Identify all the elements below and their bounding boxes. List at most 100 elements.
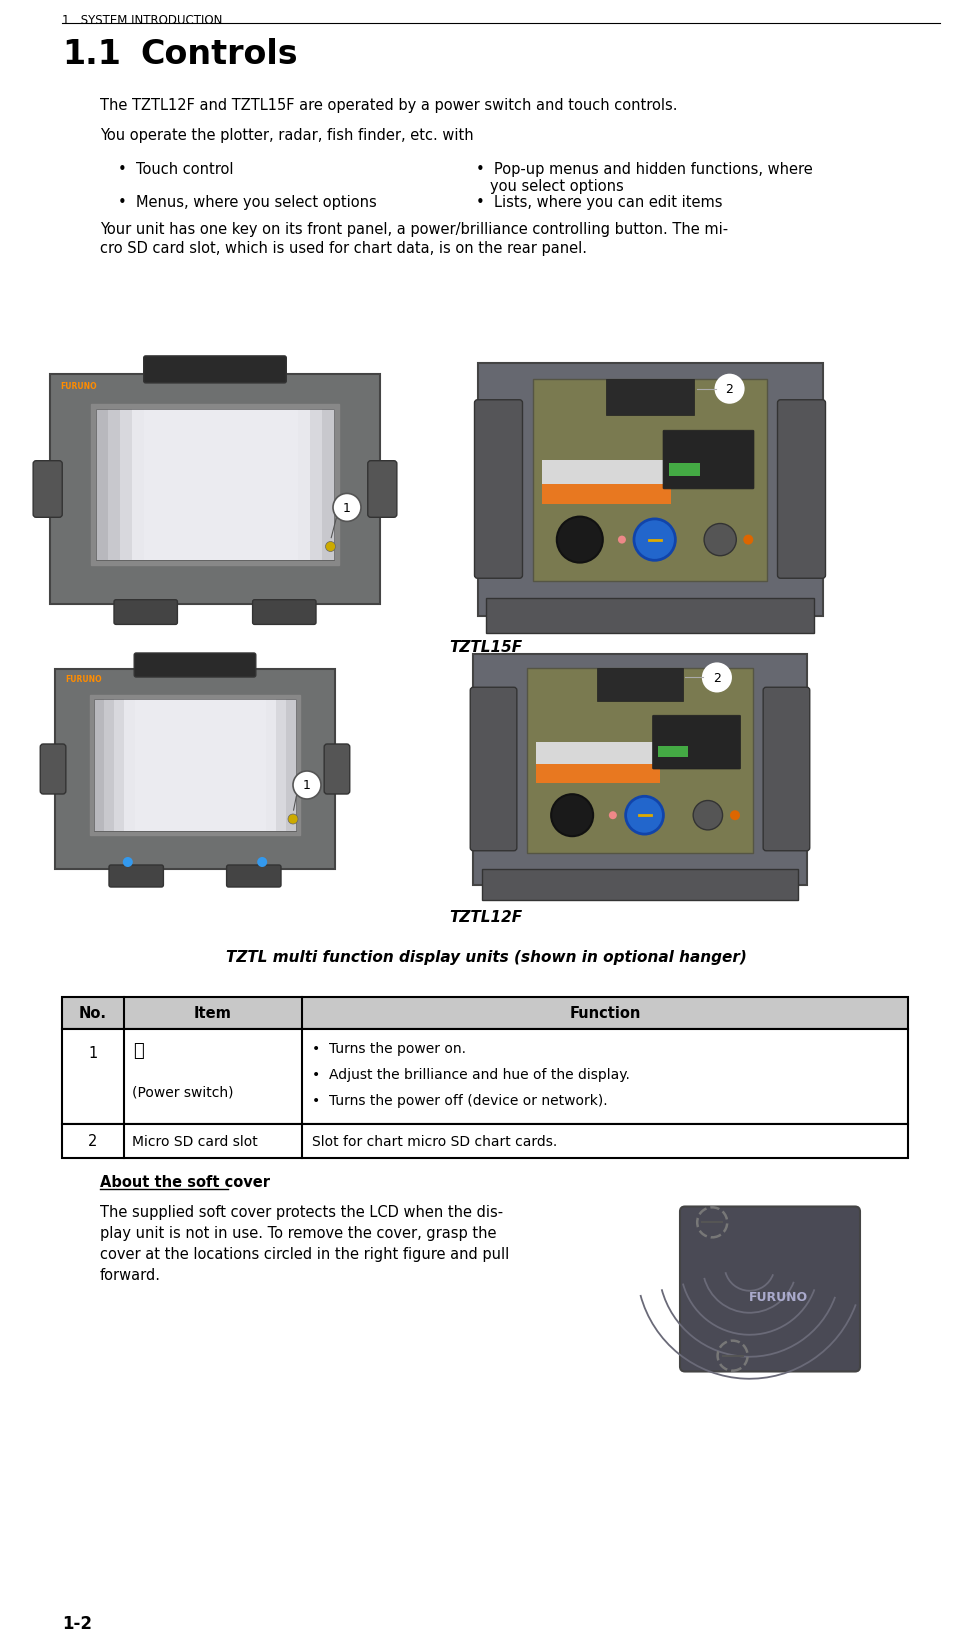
Text: 1: 1: [303, 779, 311, 792]
Circle shape: [730, 811, 740, 821]
Circle shape: [703, 664, 731, 692]
Text: FURUNO: FURUNO: [60, 382, 96, 390]
FancyBboxPatch shape: [763, 688, 810, 851]
FancyBboxPatch shape: [367, 462, 397, 518]
Circle shape: [557, 518, 603, 564]
Text: 1: 1: [88, 1046, 97, 1060]
Text: cover at the locations circled in the right figure and pull: cover at the locations circled in the ri…: [100, 1246, 509, 1262]
Bar: [256, 700, 266, 831]
Bar: [94, 700, 295, 831]
Bar: [90, 695, 300, 836]
Bar: [287, 410, 299, 561]
Bar: [669, 464, 700, 477]
Text: 1: 1: [343, 502, 351, 515]
Bar: [235, 700, 246, 831]
Bar: [606, 379, 694, 416]
Text: 1.1: 1.1: [62, 38, 121, 70]
Bar: [597, 669, 683, 701]
Bar: [104, 700, 116, 831]
Bar: [180, 410, 192, 561]
Bar: [477, 364, 822, 616]
FancyBboxPatch shape: [474, 400, 523, 579]
Text: •  Turns the power on.: • Turns the power on.: [312, 1041, 466, 1056]
Text: cro SD card slot, which is used for chart data, is on the rear panel.: cro SD card slot, which is used for char…: [100, 241, 587, 256]
Bar: [542, 461, 671, 485]
Text: Your unit has one key on its front panel, a power/brilliance controlling button.: Your unit has one key on its front panel…: [100, 221, 728, 238]
Bar: [205, 700, 216, 831]
Bar: [195, 700, 206, 831]
Bar: [542, 485, 671, 505]
Circle shape: [608, 811, 617, 820]
Bar: [473, 654, 807, 885]
FancyBboxPatch shape: [33, 462, 62, 518]
Bar: [175, 700, 186, 831]
Bar: [245, 700, 257, 831]
Bar: [62, 1029, 908, 1124]
Bar: [215, 700, 226, 831]
Bar: [274, 410, 288, 561]
Bar: [486, 598, 814, 633]
Circle shape: [293, 772, 321, 800]
FancyBboxPatch shape: [40, 744, 66, 795]
Text: About the soft cover: About the soft cover: [100, 1174, 270, 1190]
Bar: [251, 410, 263, 561]
Circle shape: [693, 801, 722, 831]
Bar: [239, 410, 252, 561]
FancyBboxPatch shape: [134, 654, 256, 677]
Text: You operate the plotter, radar, fish finder, etc. with: You operate the plotter, radar, fish fin…: [100, 128, 473, 143]
Bar: [286, 700, 296, 831]
FancyBboxPatch shape: [226, 865, 281, 887]
FancyBboxPatch shape: [114, 600, 178, 624]
Text: The TZTL12F and TZTL15F are operated by a power switch and touch controls.: The TZTL12F and TZTL15F are operated by …: [100, 98, 677, 113]
Bar: [132, 410, 145, 561]
Text: •  Touch control: • Touch control: [118, 162, 233, 177]
Bar: [115, 700, 125, 831]
FancyBboxPatch shape: [324, 744, 350, 795]
Text: forward.: forward.: [100, 1267, 161, 1282]
Bar: [96, 410, 109, 561]
Text: Function: Function: [570, 1006, 641, 1021]
Text: FURUNO: FURUNO: [749, 1290, 808, 1303]
Text: •  Lists, where you can edit items: • Lists, where you can edit items: [476, 195, 722, 210]
Bar: [536, 765, 660, 783]
Bar: [94, 700, 105, 831]
Bar: [165, 700, 176, 831]
Bar: [276, 700, 287, 831]
Bar: [96, 410, 333, 561]
Bar: [185, 700, 196, 831]
Circle shape: [634, 520, 676, 561]
Circle shape: [551, 795, 593, 836]
Bar: [155, 700, 166, 831]
Bar: [145, 700, 156, 831]
Text: Slot for chart micro SD chart cards.: Slot for chart micro SD chart cards.: [312, 1134, 557, 1149]
Bar: [134, 700, 146, 831]
Bar: [658, 746, 688, 757]
Text: Micro SD card slot: Micro SD card slot: [132, 1134, 258, 1149]
Text: •  Menus, where you select options: • Menus, where you select options: [118, 195, 377, 210]
Text: 2: 2: [713, 672, 721, 685]
Circle shape: [326, 543, 335, 552]
Bar: [91, 405, 339, 565]
Bar: [62, 1124, 908, 1159]
Text: TZTL12F: TZTL12F: [449, 910, 523, 924]
Bar: [50, 375, 380, 605]
Text: No.: No.: [79, 1006, 107, 1021]
Bar: [62, 998, 908, 1029]
Bar: [124, 700, 135, 831]
Text: ⏻: ⏻: [132, 1041, 144, 1059]
Bar: [120, 410, 133, 561]
Bar: [167, 410, 181, 561]
Circle shape: [744, 536, 753, 546]
Text: TZTL multi function display units (shown in optional hanger): TZTL multi function display units (shown…: [226, 949, 746, 964]
Text: (Power switch): (Power switch): [132, 1085, 233, 1098]
Bar: [265, 700, 277, 831]
FancyBboxPatch shape: [663, 431, 754, 490]
FancyBboxPatch shape: [109, 865, 163, 887]
Circle shape: [704, 524, 737, 556]
FancyBboxPatch shape: [652, 716, 741, 770]
Bar: [191, 410, 204, 561]
Text: Item: Item: [194, 1006, 232, 1021]
Circle shape: [258, 857, 267, 867]
Bar: [536, 742, 660, 765]
Text: 2: 2: [88, 1134, 98, 1149]
